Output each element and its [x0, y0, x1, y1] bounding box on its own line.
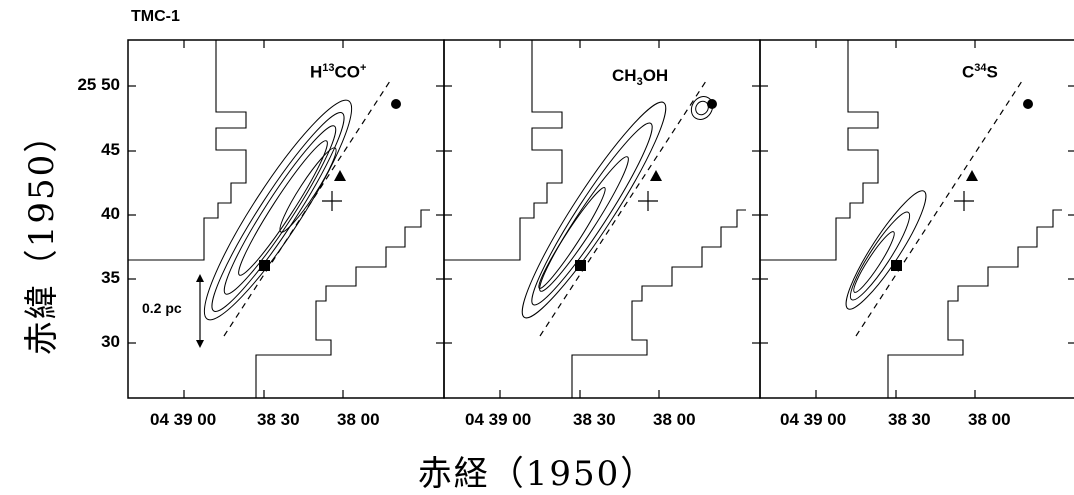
- survey-boundary-lower: [255, 209, 430, 398]
- panel-frame: [127, 39, 445, 399]
- contour-line: [203, 99, 353, 321]
- x-tick-label: 04 39 00: [465, 410, 532, 429]
- x-axis-label: 赤経（1950）: [417, 454, 657, 494]
- marker-triangle: [650, 170, 662, 181]
- contour-line: [238, 140, 328, 276]
- panel-frame: [759, 39, 1074, 399]
- panel-frame: [443, 39, 761, 399]
- marker-triangle: [966, 170, 978, 181]
- marker-square: [575, 260, 586, 271]
- scale-bar-arrow: [196, 274, 204, 282]
- marker-circle: [391, 99, 401, 109]
- contour-line: [279, 147, 337, 233]
- contour-line: [521, 101, 667, 319]
- y-tick-label: 35: [101, 268, 120, 287]
- contour-line: [539, 156, 629, 292]
- marker-circle: [1023, 99, 1033, 109]
- contour-line: [690, 96, 714, 120]
- panel-label-c34s: C34S: [962, 62, 998, 82]
- contour-line: [531, 122, 653, 306]
- survey-boundary-upper: [444, 40, 563, 261]
- x-tick-label: 04 39 00: [150, 410, 217, 429]
- y-tick-label: 45: [101, 140, 120, 159]
- x-tick-label: 38 30: [573, 410, 616, 429]
- x-tick-label: 38 00: [337, 410, 380, 429]
- contour-line: [695, 100, 709, 116]
- x-tick-label: 38 00: [653, 410, 696, 429]
- panel-label-ch3oh: CH3OH: [612, 66, 669, 88]
- scale-bar-label: 0.2 pc: [142, 300, 182, 316]
- survey-boundary-lower: [887, 209, 1062, 398]
- filament-axis: [855, 77, 1025, 337]
- figure-title: TMC-1: [131, 8, 180, 25]
- survey-boundary-upper: [760, 40, 879, 261]
- survey-boundary-upper: [128, 40, 247, 261]
- y-tick-label: 30: [101, 332, 120, 351]
- x-tick-label: 38 30: [257, 410, 300, 429]
- contour-line: [845, 190, 927, 310]
- marker-square: [259, 260, 270, 271]
- scale-bar-arrow: [196, 340, 204, 348]
- marker-circle: [707, 99, 717, 109]
- contour-line: [853, 231, 895, 293]
- marker-square: [891, 260, 902, 271]
- y-tick-label: 40: [101, 204, 120, 223]
- filament-axis: [223, 77, 393, 337]
- contour-line: [849, 211, 911, 301]
- marker-triangle: [334, 170, 346, 181]
- x-tick-label: 38 30: [888, 410, 931, 429]
- x-tick-label: 38 00: [968, 410, 1011, 429]
- survey-boundary-lower: [571, 209, 746, 398]
- contour-line: [223, 125, 337, 295]
- y-tick-label: 25 50: [77, 75, 120, 94]
- panel-label-h13co: H13CO+: [310, 62, 367, 82]
- contour-line: [538, 187, 606, 289]
- filament-axis: [539, 77, 709, 337]
- x-tick-label: 04 39 00: [780, 410, 847, 429]
- contour-line: [211, 112, 345, 312]
